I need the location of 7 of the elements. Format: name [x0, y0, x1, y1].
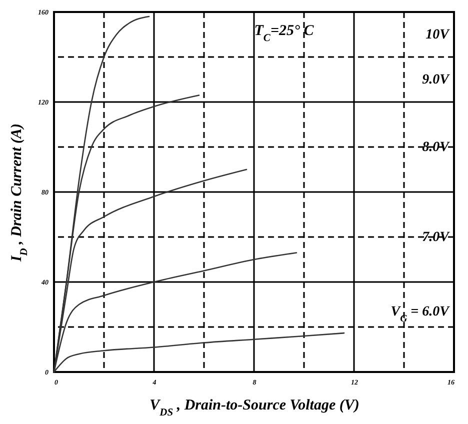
x-axis-title: V$_{DS}$ , Drain-to-Source Voltage (V) [150, 398, 360, 418]
text: V$_{G}$ = 6.0V [390, 304, 451, 324]
annotation: T$_{C}$=25° C [254, 23, 315, 44]
text: 8.0V [422, 140, 451, 155]
text: 7.0V [422, 230, 451, 245]
text: 9.0V [422, 72, 451, 88]
text: 10V [426, 28, 451, 42]
